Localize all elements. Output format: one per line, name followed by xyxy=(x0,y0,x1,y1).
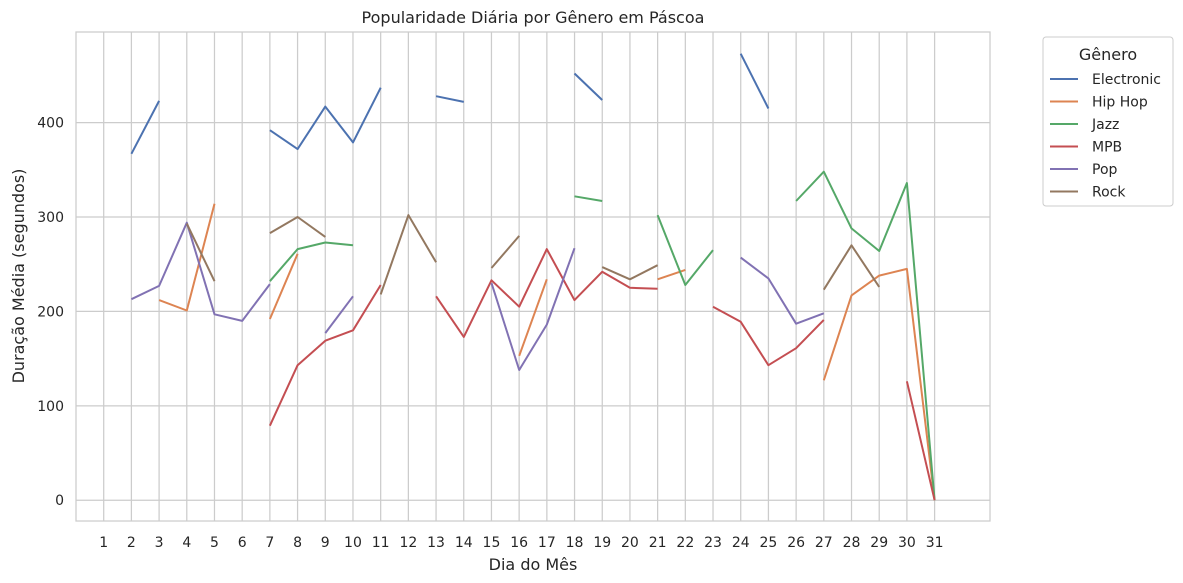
series-pop xyxy=(130,221,825,371)
x-tick-label: 23 xyxy=(704,535,722,551)
x-tick-label: 16 xyxy=(510,535,528,551)
x-tick-label: 15 xyxy=(483,535,501,551)
x-tick-label: 17 xyxy=(538,535,556,551)
y-tick-label: 200 xyxy=(37,304,64,320)
x-tick-label: 12 xyxy=(399,535,417,551)
legend-label-electronic: Electronic xyxy=(1092,72,1161,88)
x-tick-label: 14 xyxy=(455,535,473,551)
series-line-electronic xyxy=(435,95,465,103)
plot-frame xyxy=(75,31,991,522)
y-tick-label: 400 xyxy=(37,116,64,132)
x-tick-label: 5 xyxy=(210,535,219,551)
x-tick-label: 21 xyxy=(649,535,667,551)
x-tick-label: 9 xyxy=(321,535,330,551)
x-tick-label: 31 xyxy=(926,535,944,551)
series-line-rock xyxy=(490,235,520,269)
y-tick-label: 100 xyxy=(37,399,64,415)
legend-title: Gênero xyxy=(1079,45,1137,64)
series-line-electronic xyxy=(130,100,160,155)
series-line-hip-hop xyxy=(518,278,548,357)
legend-label-jazz: Jazz xyxy=(1091,117,1119,133)
y-axis-ticks: 0 100 200 300 400 xyxy=(37,116,64,510)
legend: Gênero Electronic Hip Hop Jazz MPB Pop Rock xyxy=(1042,36,1174,207)
series-line-jazz xyxy=(269,241,354,282)
chart-title: Popularidade Diária por Gênero em Páscoa xyxy=(362,8,705,27)
series-line-mpb xyxy=(905,381,936,501)
grid xyxy=(76,32,990,521)
series-line-jazz xyxy=(795,170,936,501)
series-line-pop xyxy=(130,221,271,322)
series-line-rock xyxy=(379,214,437,295)
x-tick-label: 7 xyxy=(265,535,274,551)
series-jazz xyxy=(269,170,936,501)
legend-label-hip-hop: Hip Hop xyxy=(1092,95,1148,111)
x-tick-label: 8 xyxy=(293,535,302,551)
x-tick-label: 28 xyxy=(843,535,861,551)
series-lines xyxy=(130,53,936,501)
y-tick-label: 300 xyxy=(37,210,64,226)
x-tick-label: 11 xyxy=(372,535,390,551)
legend-label-rock: Rock xyxy=(1092,185,1126,201)
series-line-jazz xyxy=(656,214,714,286)
series-line-pop xyxy=(324,295,354,334)
x-tick-label: 6 xyxy=(238,535,247,551)
legend-label-pop: Pop xyxy=(1092,162,1118,178)
legend-label-mpb: MPB xyxy=(1092,140,1122,156)
x-tick-label: 26 xyxy=(787,535,805,551)
x-tick-label: 13 xyxy=(427,535,445,551)
series-line-rock xyxy=(822,244,881,291)
x-tick-label: 27 xyxy=(815,535,833,551)
series-line-hip-hop xyxy=(158,203,216,312)
series-line-pop xyxy=(490,247,576,371)
series-rock xyxy=(185,214,881,295)
x-tick-label: 25 xyxy=(760,535,778,551)
x-tick-label: 10 xyxy=(344,535,362,551)
series-line-mpb xyxy=(268,284,382,427)
series-line-rock xyxy=(269,216,326,238)
series-line-hip-hop xyxy=(822,267,936,501)
series-line-pop xyxy=(740,256,825,325)
x-tick-label: 29 xyxy=(870,535,888,551)
x-axis-ticks: 1 2 3 4 5 6 7 8 9 10 11 12 13 14 15 16 17 18 19 20 21 22 23 24 2… xyxy=(99,535,943,551)
legend-items: Electronic Hip Hop Jazz MPB Pop Rock xyxy=(1050,72,1161,201)
series-line-electronic xyxy=(269,87,382,151)
series-line-mpb xyxy=(435,248,658,338)
x-tick-label: 18 xyxy=(566,535,584,551)
x-tick-label: 19 xyxy=(593,535,611,551)
series-line-electronic xyxy=(573,72,603,101)
x-tick-label: 1 xyxy=(99,535,108,551)
x-tick-label: 24 xyxy=(732,535,750,551)
series-line-rock xyxy=(601,264,659,281)
series-hip-hop xyxy=(158,203,936,501)
series-line-mpb xyxy=(712,305,825,367)
series-electronic xyxy=(130,53,770,155)
x-tick-label: 20 xyxy=(621,535,639,551)
series-mpb xyxy=(268,248,936,501)
x-tick-label: 22 xyxy=(676,535,694,551)
x-tick-label: 30 xyxy=(898,535,916,551)
y-tick-label: 0 xyxy=(55,493,64,509)
x-tick-label: 4 xyxy=(182,535,191,551)
x-axis-label: Dia do Mês xyxy=(489,555,578,574)
y-axis-label: Duração Média (segundos) xyxy=(9,169,28,384)
series-line-hip-hop xyxy=(268,253,299,320)
series-line-electronic xyxy=(739,53,770,109)
series-line-rock xyxy=(185,223,216,282)
x-tick-label: 2 xyxy=(127,535,136,551)
x-tick-label: 3 xyxy=(155,535,164,551)
series-line-jazz xyxy=(574,195,603,202)
